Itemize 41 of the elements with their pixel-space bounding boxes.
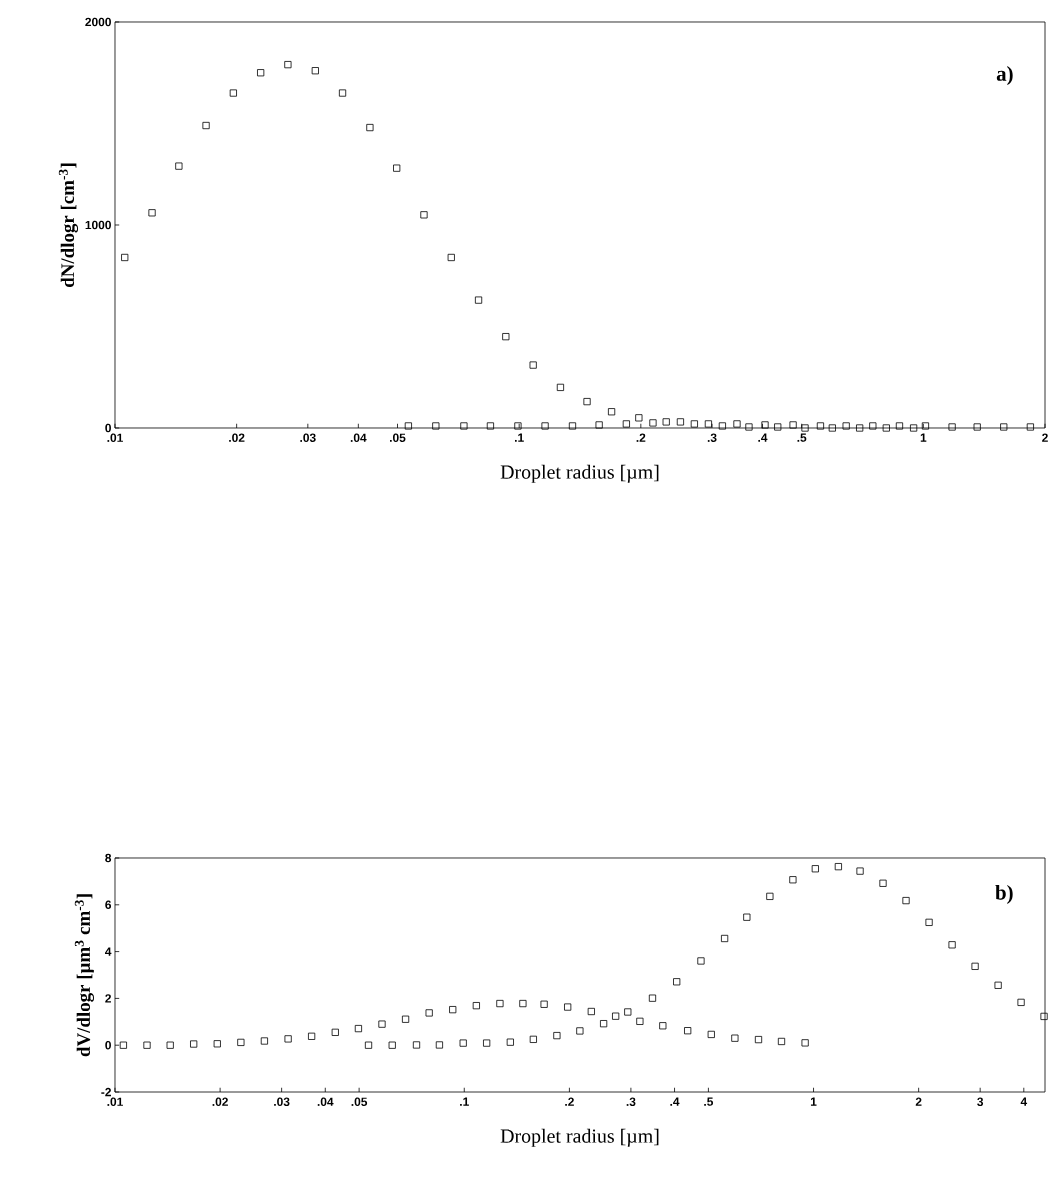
annotation: a): [996, 66, 1013, 86]
y-tick-label: 2: [105, 994, 111, 1003]
y-tick-label: 8: [105, 853, 112, 863]
x-tick-label: .1: [515, 433, 524, 442]
y-tick-label: 6: [105, 900, 112, 910]
x-tick-label: .02: [212, 1097, 228, 1106]
y-axis-title: dV/dlogr [µm$^{3}$ cm$^{-3}$]: [74, 894, 94, 1057]
y-tick-label: 0: [105, 1040, 111, 1050]
x-axis-title: Droplet radius [µm]: [500, 464, 659, 483]
x-tick-label: .2: [636, 433, 646, 442]
annotation: b): [995, 884, 1013, 904]
y-axis-title: dN/dlogr [cm$^{-3}$]: [58, 163, 79, 288]
x-tick-label: .03: [274, 1097, 290, 1107]
x-tick-label: .4: [758, 433, 768, 442]
x-tick-label: 3: [977, 1097, 984, 1107]
x-tick-label: .3: [707, 433, 717, 442]
x-tick-label: .1: [460, 1097, 469, 1106]
x-tick-label: .04: [317, 1097, 334, 1106]
x-tick-label: .04: [350, 433, 367, 442]
x-tick-label: .2: [565, 1097, 574, 1106]
x-tick-label: .05: [390, 433, 406, 442]
x-tick-label: 2: [915, 1097, 922, 1106]
x-tick-label: .5: [704, 1097, 714, 1106]
x-tick-label: .5: [797, 433, 807, 442]
x-tick-label: .3: [626, 1097, 636, 1107]
x-tick-label: 1: [810, 1097, 817, 1106]
x-tick-label: .01: [107, 1097, 123, 1106]
y-tick-label: 0: [105, 423, 111, 433]
x-tick-label: .03: [300, 433, 316, 442]
y-tick-label: 2000: [85, 17, 111, 27]
y-tick-label: 4: [105, 947, 112, 956]
x-tick-label: .01: [107, 433, 123, 442]
x-tick-label: 1: [920, 433, 927, 442]
x-tick-label: .02: [229, 433, 245, 442]
x-tick-label: .05: [351, 1097, 368, 1106]
y-tick-label: -2: [101, 1087, 111, 1097]
x-tick-label: .4: [670, 1097, 680, 1106]
y-tick-label: 1000: [85, 220, 111, 230]
x-axis-title: Droplet radius [µm]: [500, 1128, 659, 1147]
x-tick-label: 4: [1020, 1097, 1028, 1106]
x-tick-label: 2: [1042, 433, 1048, 442]
